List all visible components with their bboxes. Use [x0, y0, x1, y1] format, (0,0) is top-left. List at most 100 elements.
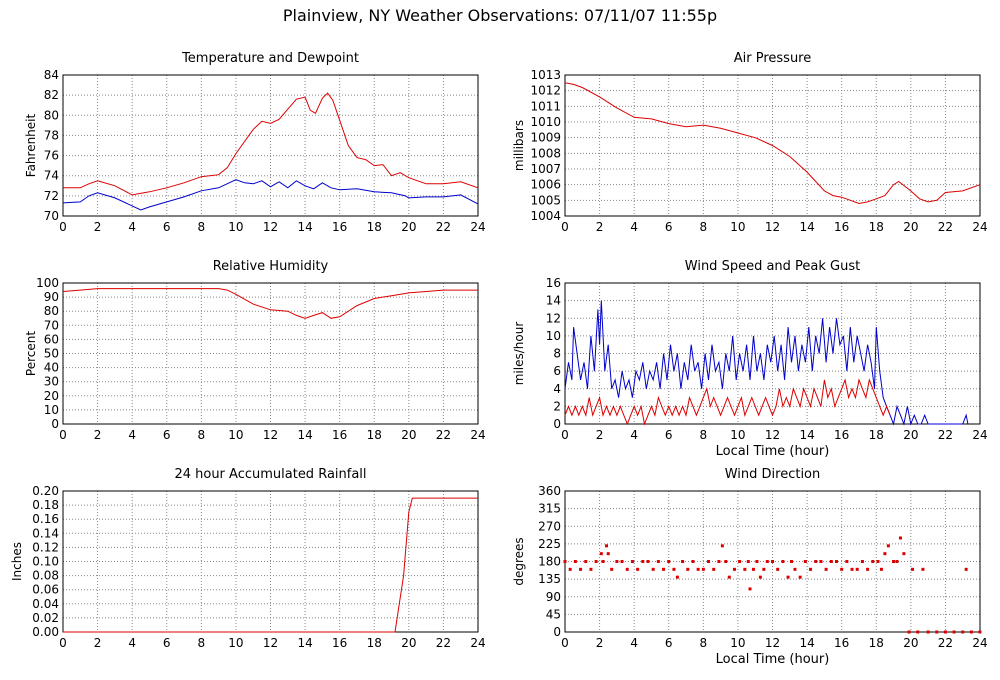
direction-point: [898, 536, 902, 540]
pressure-x-tick-label: 8: [700, 220, 708, 234]
humidity-y-tick-label: 30: [44, 375, 59, 389]
rain-y-tick-label: 0.08: [32, 569, 59, 583]
pressure-x-tick-label: 6: [665, 220, 673, 234]
pressure-x-tick-label: 16: [834, 220, 849, 234]
temp-series-red-line: [63, 92, 479, 196]
direction-x-tick-label: 14: [799, 636, 814, 650]
pressure-x-tick-label: 18: [869, 220, 884, 234]
humidity-y-tick-label: 10: [44, 403, 59, 417]
humidity-x-tick-label: 6: [163, 428, 171, 442]
direction-point: [829, 560, 833, 563]
temp-series-blue-line: [62, 179, 479, 211]
direction-point: [636, 567, 640, 571]
wind-x-tick-label: 0: [561, 428, 569, 442]
direction-point: [724, 560, 728, 563]
direction-point: [860, 560, 864, 563]
direction-point: [803, 560, 807, 563]
direction-point: [911, 567, 915, 571]
pressure-y-tick-label: 1005: [530, 193, 561, 207]
humidity-x-tick-label: 20: [401, 428, 416, 442]
direction-point: [819, 560, 823, 563]
direction-point: [879, 567, 883, 571]
direction-point: [707, 560, 711, 563]
wind-x-tick-label: 8: [700, 428, 708, 442]
pressure-y-tick-label: 1006: [530, 178, 561, 192]
temp-x-tick-label: 18: [367, 220, 382, 234]
direction-y-tick-label: 135: [538, 572, 561, 586]
humidity-y-tick-label: 40: [44, 361, 59, 375]
direction-point: [790, 560, 794, 563]
rain-x-tick-label: 8: [198, 636, 206, 650]
temp-y-tick-label: 84: [44, 68, 59, 82]
direction-x-tick-label: 2: [596, 636, 604, 650]
direction-x-tick-label: 10: [730, 636, 745, 650]
temp-x-tick-label: 4: [128, 220, 136, 234]
humidity-x-tick-label: 4: [128, 428, 136, 442]
wind-title: Wind Speed and Peak Gust: [685, 259, 860, 274]
temp-x-tick-label: 0: [59, 220, 67, 234]
direction-point: [892, 560, 896, 563]
wind-x-tick-label: 14: [799, 428, 814, 442]
rain-y-tick-label: 0.04: [32, 597, 59, 611]
direction-x-tick-label: 20: [903, 636, 918, 650]
direction-point: [589, 567, 593, 571]
pressure-x-tick-label: 14: [799, 220, 814, 234]
wind-y-tick-label: 14: [546, 294, 561, 308]
rain-series-red-line: [63, 497, 478, 633]
humidity-x-tick-label: 18: [367, 428, 382, 442]
direction-point: [902, 552, 906, 556]
wind-x-tick-label: 18: [869, 428, 884, 442]
pressure-series-red-line: [564, 82, 981, 205]
rain-y-tick-label: 0.18: [32, 498, 59, 512]
humidity-y-tick-label: 80: [44, 304, 59, 318]
direction-point: [605, 544, 608, 548]
rain-x-tick-label: 12: [263, 636, 278, 650]
rain-y-tick-label: 0.12: [32, 540, 59, 554]
wind-series-blue-line: [564, 300, 969, 426]
pressure-y-tick-label: 1004: [530, 209, 561, 223]
direction-point: [738, 560, 742, 563]
direction-point: [765, 560, 769, 563]
temp-y-tick-label: 72: [44, 189, 59, 203]
direction-point: [563, 560, 567, 563]
wind-x-tick-label: 16: [834, 428, 849, 442]
rain-x-tick-label: 20: [401, 636, 416, 650]
direction-y-tick-label: 90: [546, 590, 561, 604]
direction-x-tick-label: 16: [834, 636, 849, 650]
rain-y-tick-label: 0.16: [32, 512, 59, 526]
humidity-y-tick-label: 90: [44, 290, 59, 304]
direction-point: [746, 560, 750, 563]
wind-y-axis-label: miles/hour: [512, 322, 526, 386]
humidity-title: Relative Humidity: [213, 259, 329, 274]
temp-x-tick-label: 12: [263, 220, 278, 234]
direction-point: [755, 560, 759, 563]
rain-x-tick-label: 24: [470, 636, 485, 650]
pressure-x-tick-label: 20: [903, 220, 918, 234]
rain-x-tick-label: 14: [297, 636, 312, 650]
wind-x-tick-label: 10: [730, 428, 745, 442]
pressure-y-tick-label: 1009: [530, 131, 561, 145]
temp-x-tick-label: 10: [228, 220, 243, 234]
direction-point: [594, 560, 598, 563]
pressure-x-tick-label: 22: [938, 220, 953, 234]
direction-point: [672, 567, 676, 571]
wind-y-tick-label: 10: [546, 329, 561, 343]
direction-point: [771, 560, 774, 563]
direction-point: [662, 567, 666, 571]
direction-point: [814, 560, 818, 563]
rain-y-axis-label: Inches: [10, 542, 24, 581]
wind-y-tick-label: 6: [553, 364, 561, 378]
direction-y-tick-label: 0: [553, 625, 561, 639]
humidity-x-tick-label: 12: [263, 428, 278, 442]
pressure-x-tick-label: 12: [765, 220, 780, 234]
pressure-y-tick-label: 1008: [530, 146, 561, 160]
direction-x-tick-label: 6: [665, 636, 673, 650]
humidity-x-tick-label: 2: [94, 428, 102, 442]
direction-x-tick-label: 4: [630, 636, 638, 650]
direction-point: [625, 567, 629, 571]
direction-point: [646, 560, 650, 563]
direction-point: [786, 575, 790, 579]
